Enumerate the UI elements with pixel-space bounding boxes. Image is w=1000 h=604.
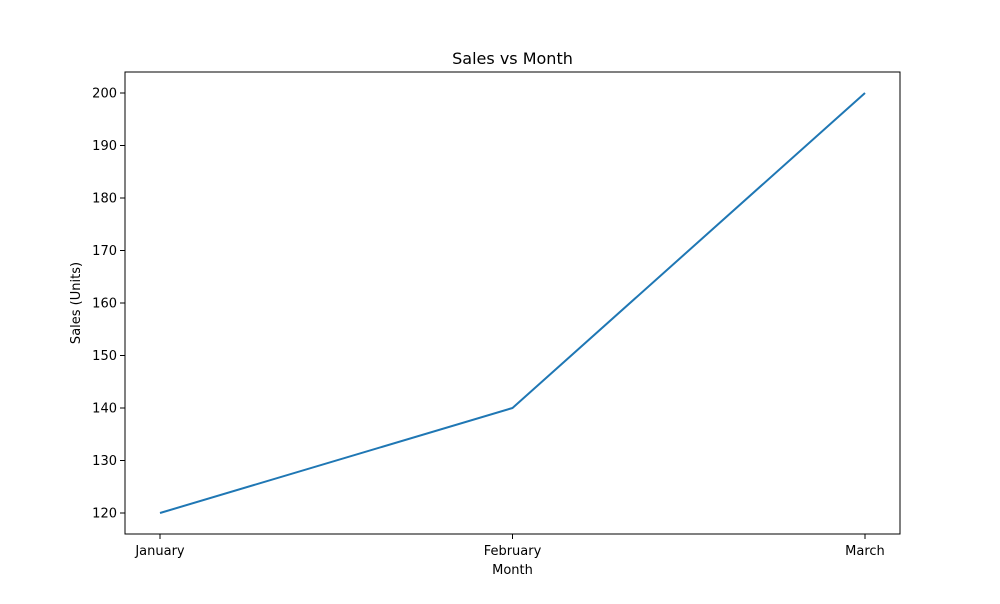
chart-title: Sales vs Month (452, 49, 573, 68)
x-tick-label: January (134, 544, 185, 559)
x-axis-ticks: January February March (134, 534, 885, 559)
y-tick-label: 140 (92, 402, 117, 417)
y-axis-label: Sales (Units) (69, 262, 84, 344)
y-tick-label: 200 (92, 87, 117, 102)
x-axis-label: Month (492, 563, 533, 578)
y-tick-label: 120 (92, 507, 117, 522)
y-tick-label: 160 (92, 297, 117, 312)
x-tick-label: February (484, 544, 542, 559)
x-tick-label: March (845, 544, 885, 559)
y-tick-label: 190 (92, 139, 117, 154)
plot-area-frame (124, 71, 901, 535)
series-group (159, 92, 866, 514)
y-tick-label: 150 (92, 349, 117, 364)
series-line (159, 92, 866, 514)
y-tick-label: 180 (92, 192, 117, 207)
y-tick-label: 130 (92, 454, 117, 469)
y-axis-ticks: 120 130 140 150 160 170 180 190 200 (92, 87, 125, 522)
y-tick-label: 170 (92, 244, 117, 259)
